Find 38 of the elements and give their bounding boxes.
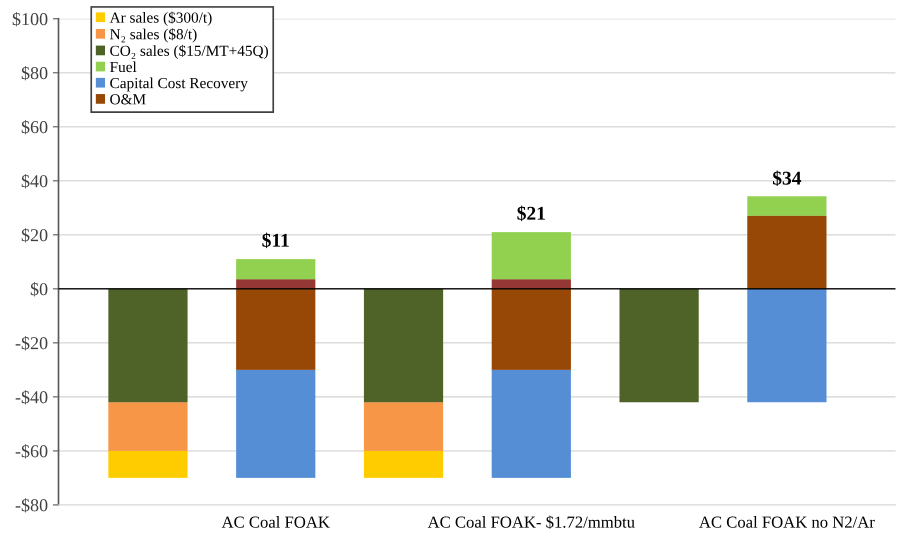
y-tick-label: $0 bbox=[30, 282, 48, 296]
bar bbox=[364, 450, 444, 478]
legend-label: Fuel bbox=[110, 61, 136, 72]
annotation: $11 bbox=[262, 232, 289, 248]
bar bbox=[236, 370, 316, 478]
legend-label: Capital Cost Recovery bbox=[110, 78, 248, 92]
bar bbox=[747, 288, 826, 402]
bar bbox=[108, 402, 188, 451]
legend-label: CO₂ sales ($15/MT+45Q) bbox=[110, 44, 268, 60]
legend-label: N₂ sales ($8/t) bbox=[110, 28, 197, 42]
y-tick-label: -$80 bbox=[16, 498, 48, 513]
legend-label: O&M bbox=[110, 94, 146, 104]
legend-label: Ar sales ($300/t) bbox=[110, 12, 212, 26]
bar bbox=[364, 402, 444, 451]
y-tick-label: $60 bbox=[22, 120, 48, 134]
x-tick-label: AC Coal FOAK no N2/Ar bbox=[699, 516, 875, 528]
bar bbox=[236, 259, 316, 280]
bar bbox=[619, 288, 699, 402]
bar bbox=[747, 196, 826, 216]
y-tick-label: -$60 bbox=[16, 444, 48, 459]
x-tick-label: AC Coal FOAK- $1.72/mmbtu bbox=[428, 516, 635, 529]
y-tick-label: $20 bbox=[22, 228, 48, 242]
bar bbox=[492, 370, 571, 478]
bar bbox=[364, 288, 444, 402]
x-tick-label: AC Coal FOAK bbox=[222, 516, 330, 528]
y-tick-label: -$40 bbox=[16, 390, 48, 405]
bar bbox=[236, 288, 316, 370]
annotation: $21 bbox=[517, 206, 545, 222]
y-tick-label: $100 bbox=[12, 12, 48, 26]
bar bbox=[492, 232, 571, 280]
y-tick-label: $80 bbox=[22, 66, 48, 80]
y-tick-label: $40 bbox=[22, 174, 48, 188]
bar bbox=[492, 288, 571, 370]
y-tick-label: -$20 bbox=[16, 336, 48, 351]
bar bbox=[108, 450, 188, 478]
annotation: $34 bbox=[772, 170, 802, 186]
bar bbox=[747, 216, 826, 289]
bar bbox=[108, 288, 188, 402]
